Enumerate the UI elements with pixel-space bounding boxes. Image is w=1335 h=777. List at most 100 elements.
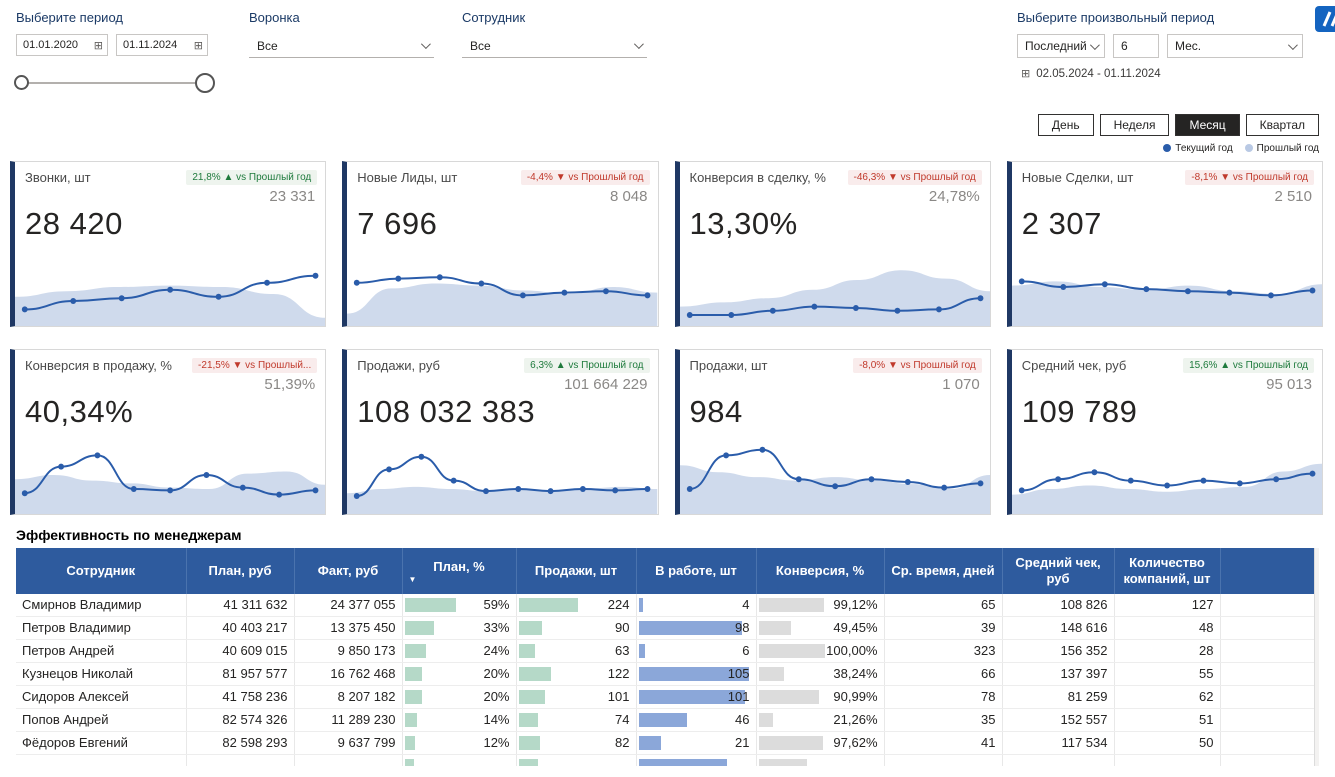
granularity-button-День[interactable]: День bbox=[1037, 114, 1094, 136]
cell-fact_rub: 9 637 799 bbox=[294, 731, 403, 755]
calendar-icon[interactable]: ⊞ bbox=[193, 39, 203, 52]
kpi-card: Продажи, шт -8,0% ▼ vs Прошлый год 1 070 98… bbox=[674, 349, 991, 515]
data-bar bbox=[758, 621, 792, 635]
chevron-down-icon bbox=[633, 39, 644, 50]
table-title: Эффективность по менеджерам bbox=[16, 527, 242, 543]
custom-period-mode-select[interactable]: Последний bbox=[1017, 34, 1105, 58]
cell-_filler bbox=[1220, 731, 1316, 755]
data-bar bbox=[518, 713, 539, 727]
cell-conv: 100,00% bbox=[756, 639, 885, 663]
kpi-trend-badge: -4,4% ▼ vs Прошлый год bbox=[520, 170, 650, 185]
granularity-button-Неделя[interactable]: Неделя bbox=[1099, 114, 1170, 136]
column-header-avg_days[interactable]: Ср. время, дней bbox=[884, 548, 1003, 594]
column-header-sales[interactable]: Продажи, шт bbox=[516, 548, 637, 594]
column-header-conv[interactable]: Конверсия, % bbox=[756, 548, 885, 594]
filter-funnel: Воронка Все bbox=[249, 10, 434, 58]
funnel-dropdown[interactable]: Все bbox=[249, 34, 434, 58]
cell-fact_rub: 9 850 173 bbox=[294, 639, 403, 663]
kpi-sparkline bbox=[679, 446, 990, 514]
filter-employee: Сотрудник Все bbox=[462, 10, 647, 58]
kpi-current-value: 13,30% bbox=[689, 206, 798, 241]
chevron-down-icon bbox=[1089, 39, 1100, 50]
kpi-card: Новые Лиды, шт -4,4% ▼ vs Прошлый год 8 04… bbox=[342, 161, 659, 327]
cell-plan_rub: 40 609 015 bbox=[186, 639, 295, 663]
cell-plan_rub: 40 403 217 bbox=[186, 616, 295, 640]
employee-dropdown[interactable]: Все bbox=[462, 34, 647, 58]
app-logo-icon bbox=[1315, 4, 1335, 39]
kpi-trend-badge: 21,8% ▲ vs Прошлый год bbox=[186, 170, 318, 185]
calendar-icon[interactable]: ⊞ bbox=[93, 39, 103, 52]
kpi-current-value: 40,34% bbox=[25, 394, 134, 429]
period-start-value: 01.01.2020 bbox=[23, 39, 79, 51]
column-header-in_work[interactable]: В работе, шт bbox=[636, 548, 757, 594]
cell-in_work: 6 bbox=[636, 639, 757, 663]
data-bar bbox=[404, 759, 415, 766]
kpi-title: Средний чек, руб bbox=[1021, 358, 1127, 373]
kpi-title: Конверсия в сделку, % bbox=[689, 170, 826, 185]
data-bar bbox=[638, 621, 742, 635]
kpi-trend-badge: -8,0% ▼ vs Прошлый год bbox=[853, 358, 982, 373]
column-header-_filler[interactable] bbox=[1220, 548, 1316, 594]
granularity-button-Месяц[interactable]: Месяц bbox=[1175, 114, 1240, 136]
slider-handle-start[interactable] bbox=[14, 75, 29, 90]
cell-avg_check: 156 352 bbox=[1002, 639, 1115, 663]
column-header-companies[interactable]: Количество компаний, шт bbox=[1114, 548, 1221, 594]
data-bar bbox=[404, 713, 417, 727]
cell-name: Сидоров Алексей bbox=[16, 685, 187, 709]
kpi-card: Конверсия в продажу, % -21,5% ▼ vs Прошлы… bbox=[10, 349, 327, 515]
kpi-card: Звонки, шт 21,8% ▲ vs Прошлый год 23 331 28… bbox=[10, 161, 327, 327]
data-bar bbox=[404, 667, 423, 681]
custom-period-count-input[interactable]: 6 bbox=[1113, 34, 1159, 58]
cell-plan_rub bbox=[186, 754, 295, 766]
kpi-sparkline bbox=[1011, 278, 1322, 326]
kpi-grid: Звонки, шт 21,8% ▲ vs Прошлый год 23 331 28… bbox=[0, 155, 1335, 515]
cell-sales: 224 bbox=[516, 594, 637, 617]
table-row: Сидоров Алексей 41 758 236 8 207 182 20% 101… bbox=[16, 685, 1316, 709]
legend-label: Прошлый год bbox=[1256, 142, 1319, 154]
cell-name: Петров Владимир bbox=[16, 616, 187, 640]
custom-period-unit-value: Мес. bbox=[1175, 39, 1202, 53]
filter-custom-period: Выберите произвольный период Последний 6… bbox=[1017, 10, 1309, 80]
column-header-fact_rub[interactable]: Факт, руб bbox=[294, 548, 403, 594]
cell-conv: 99,12% bbox=[756, 594, 885, 617]
table-body: Смирнов Владимир 41 311 632 24 377 055 59% 2… bbox=[16, 594, 1316, 766]
legend-dot-icon bbox=[1244, 144, 1253, 152]
cell-companies: 127 bbox=[1114, 594, 1221, 617]
cell-plan_rub: 82 574 326 bbox=[186, 708, 295, 732]
column-header-plan_rub[interactable]: План, руб bbox=[186, 548, 295, 594]
table-header-row: Сотрудник План, руб Факт, руб План, % ▼ Прода… bbox=[16, 548, 1316, 594]
cell-conv: 38,24% bbox=[756, 662, 885, 686]
cell-fact_rub: 11 289 230 bbox=[294, 708, 403, 732]
funnel-dropdown-value: Все bbox=[257, 38, 278, 53]
period-range-slider[interactable] bbox=[14, 72, 215, 94]
slider-handle-end[interactable] bbox=[195, 73, 215, 93]
cell-conv bbox=[756, 754, 885, 766]
data-bar bbox=[638, 644, 645, 658]
cell-in_work: 105 bbox=[636, 662, 757, 686]
data-bar bbox=[404, 644, 426, 658]
custom-period-unit-select[interactable]: Мес. bbox=[1167, 34, 1303, 58]
column-header-plan_pct[interactable]: План, % ▼ bbox=[402, 548, 517, 594]
cell-in_work: 101 bbox=[636, 685, 757, 709]
legend-item: Прошлый год bbox=[1244, 141, 1319, 155]
cell-fact_rub bbox=[294, 754, 403, 766]
table-row: Фёдоров Евгений 82 598 293 9 637 799 12% 82 2… bbox=[16, 731, 1316, 755]
cell-conv: 21,26% bbox=[756, 708, 885, 732]
period-end-input[interactable]: 01.11.2024 ⊞ bbox=[116, 34, 208, 56]
cell-plan_pct: 20% bbox=[402, 662, 517, 686]
column-header-name[interactable]: Сотрудник bbox=[16, 548, 187, 594]
cell-avg_check: 117 534 bbox=[1002, 731, 1115, 755]
table-row: Кузнецов Николай 81 957 577 16 762 468 20% 1… bbox=[16, 662, 1316, 686]
cell-name: Попов Андрей bbox=[16, 708, 187, 732]
column-header-avg_check[interactable]: Средний чек, руб bbox=[1002, 548, 1115, 594]
period-start-input[interactable]: 01.01.2020 ⊞ bbox=[16, 34, 108, 56]
cell-avg_check: 148 616 bbox=[1002, 616, 1115, 640]
cell-avg_days: 41 bbox=[884, 731, 1003, 755]
cell-companies: 48 bbox=[1114, 616, 1221, 640]
cell-sales: 74 bbox=[516, 708, 637, 732]
table-scrollbar[interactable] bbox=[1314, 548, 1319, 766]
data-bar bbox=[758, 759, 807, 766]
cell-avg_days bbox=[884, 754, 1003, 766]
granularity-button-Квартал[interactable]: Квартал bbox=[1245, 114, 1319, 136]
